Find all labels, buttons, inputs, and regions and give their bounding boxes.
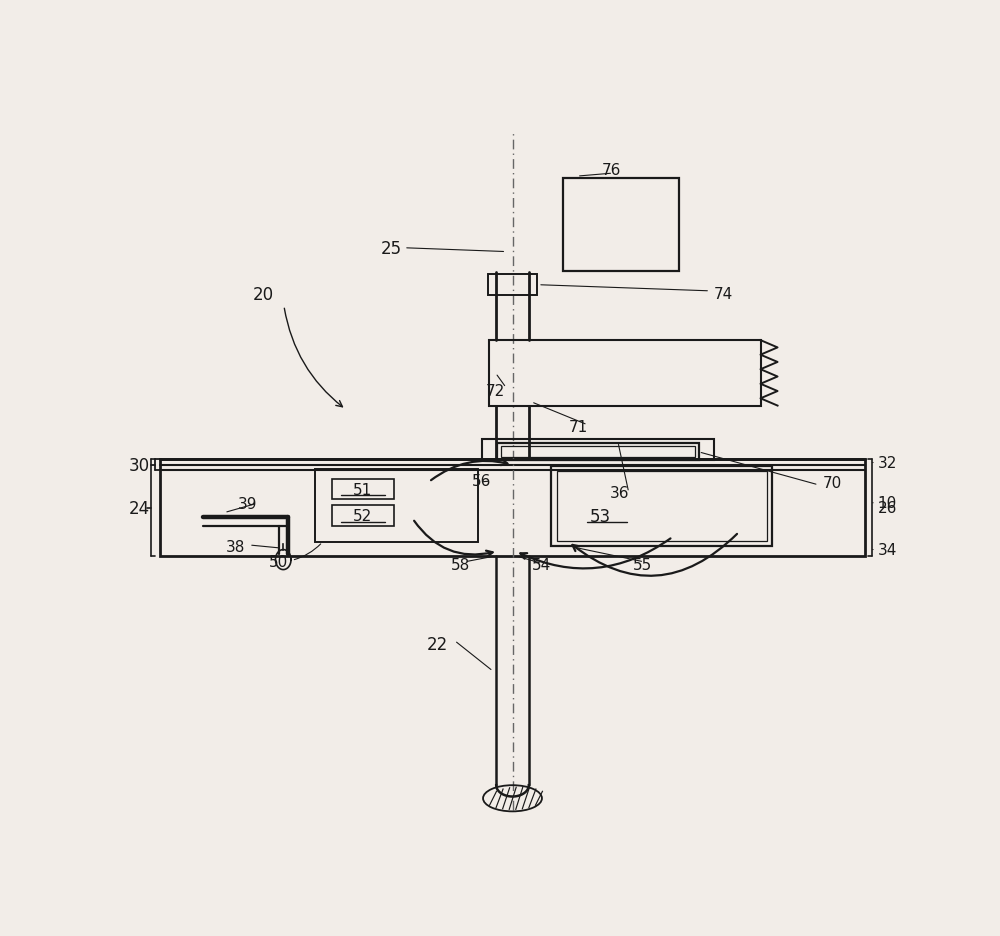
Text: 34: 34 xyxy=(878,543,897,558)
Text: 24: 24 xyxy=(129,499,150,517)
Bar xyxy=(497,444,698,461)
Bar xyxy=(488,274,537,296)
Bar xyxy=(557,472,767,542)
Bar xyxy=(332,505,394,526)
Text: 38: 38 xyxy=(226,539,245,554)
Bar xyxy=(160,460,865,556)
Text: 70: 70 xyxy=(822,475,842,490)
Text: 53: 53 xyxy=(590,507,611,525)
Text: 36: 36 xyxy=(609,486,629,501)
Text: 52: 52 xyxy=(353,508,373,523)
Text: 55: 55 xyxy=(633,558,652,573)
Text: 74: 74 xyxy=(714,287,733,302)
Text: 76: 76 xyxy=(602,163,621,178)
Text: 54: 54 xyxy=(532,558,551,573)
Text: 10: 10 xyxy=(878,496,897,511)
Bar xyxy=(315,469,478,542)
Text: 22: 22 xyxy=(427,636,448,653)
Text: 32: 32 xyxy=(878,456,897,471)
Text: 72: 72 xyxy=(485,383,505,398)
Text: 56: 56 xyxy=(472,474,492,489)
Bar xyxy=(501,446,695,458)
Bar xyxy=(489,341,761,406)
Bar xyxy=(332,479,394,500)
Text: 20: 20 xyxy=(253,285,274,303)
Bar xyxy=(563,179,679,271)
Text: 71: 71 xyxy=(568,419,588,434)
Text: 26: 26 xyxy=(878,501,897,516)
Bar xyxy=(551,466,772,547)
Text: 25: 25 xyxy=(381,240,402,257)
Text: 58: 58 xyxy=(450,558,470,573)
Text: 39: 39 xyxy=(237,496,257,511)
Bar xyxy=(482,440,714,461)
Text: 50: 50 xyxy=(268,555,288,570)
Text: 30: 30 xyxy=(129,457,150,475)
Text: 51: 51 xyxy=(353,482,373,497)
